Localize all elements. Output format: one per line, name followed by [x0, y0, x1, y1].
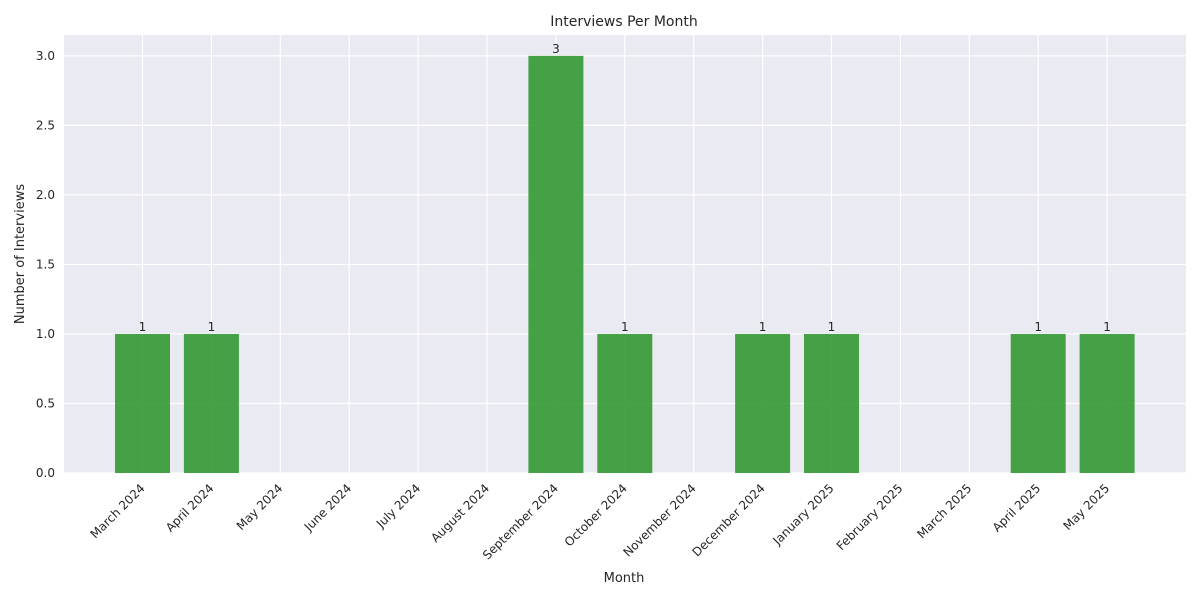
- x-axis-ticks: March 2024 April 2024 May 2024 June 2024 Jul…: [88, 481, 1113, 562]
- y-tick-label: 0.5: [36, 396, 55, 410]
- bar-value-label: 1: [208, 320, 216, 334]
- x-tick-label: August 2024: [428, 481, 492, 545]
- bar-value-label: 3: [552, 42, 560, 56]
- x-tick-label: May 2024: [234, 481, 286, 533]
- bar-value-label: 1: [828, 320, 836, 334]
- x-tick-label: April 2025: [990, 481, 1044, 535]
- bar-value-label: 1: [621, 320, 629, 334]
- x-tick-label: February 2025: [834, 481, 906, 553]
- y-tick-label: 1.5: [36, 257, 55, 271]
- x-tick-label: December 2024: [690, 481, 768, 559]
- x-tick-label: April 2024: [163, 481, 217, 535]
- x-tick-label: July 2024: [373, 481, 423, 531]
- bar: [528, 55, 584, 473]
- bar: [1010, 333, 1066, 473]
- bar-value-label: 1: [1034, 320, 1042, 334]
- y-axis-label: Number of Interviews: [13, 184, 28, 324]
- bar: [183, 333, 239, 473]
- x-tick-label: September 2024: [480, 481, 561, 562]
- x-tick-label: October 2024: [562, 481, 630, 549]
- x-tick-label: November 2024: [620, 481, 698, 559]
- bar-value-label: 1: [759, 320, 767, 334]
- data-labels: 1 1 3 1 1 1 1 1: [139, 42, 1111, 334]
- y-tick-label: 2.0: [36, 188, 55, 202]
- bar: [597, 333, 653, 473]
- y-tick-label: 3.0: [36, 49, 55, 63]
- bar: [804, 333, 859, 473]
- y-axis-ticks: 0.0 0.5 1.0 1.5 2.0 2.5 3.0: [36, 49, 55, 480]
- bar-value-label: 1: [1103, 320, 1111, 334]
- bars: [115, 55, 1135, 473]
- bar: [1079, 333, 1135, 473]
- y-tick-label: 2.5: [36, 118, 55, 132]
- x-tick-label: March 2024: [88, 481, 148, 541]
- chart-title: Interviews Per Month: [550, 14, 698, 30]
- bar: [735, 333, 791, 473]
- x-tick-label: January 2025: [770, 481, 837, 548]
- x-tick-label: March 2025: [914, 481, 974, 541]
- y-tick-label: 1.0: [36, 327, 55, 341]
- bar-value-label: 1: [139, 320, 147, 334]
- bar: [115, 333, 170, 473]
- x-axis-label: Month: [604, 571, 645, 586]
- x-tick-label: June 2024: [301, 481, 354, 534]
- y-tick-label: 0.0: [36, 466, 55, 480]
- x-tick-label: May 2025: [1060, 481, 1112, 533]
